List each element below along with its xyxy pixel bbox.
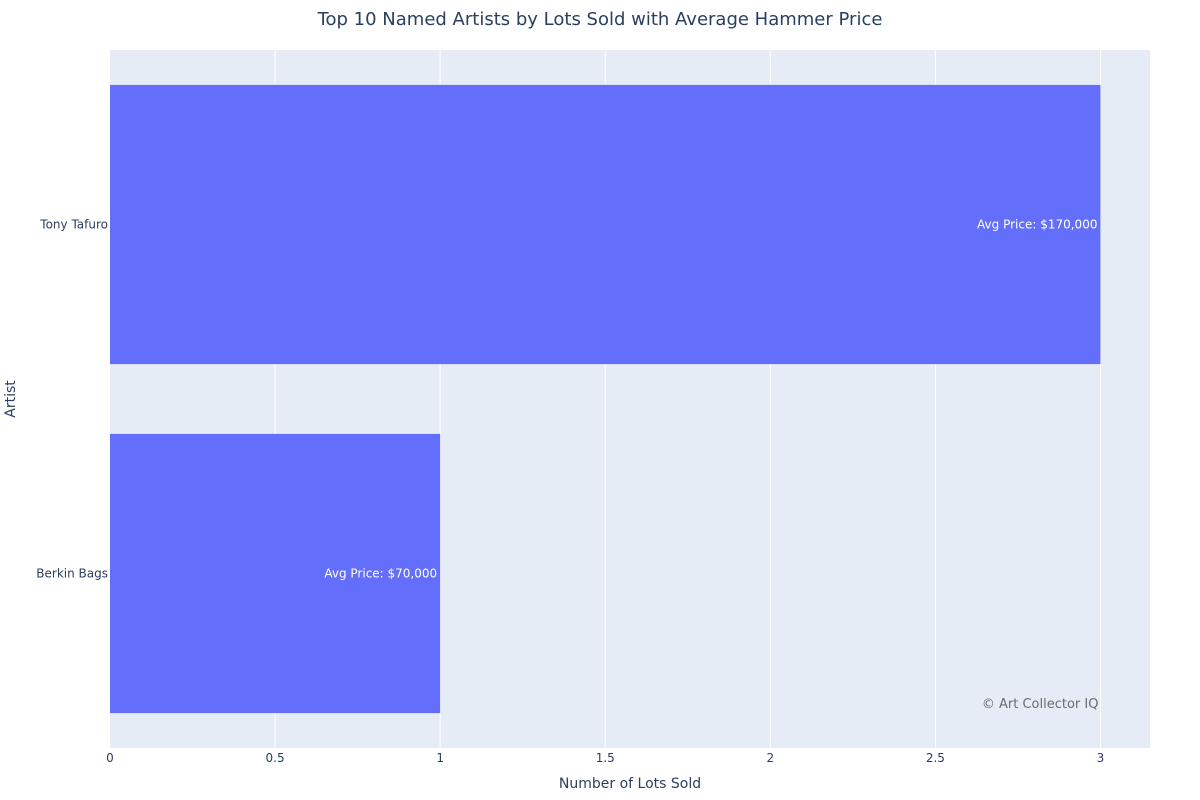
y-axis-title: Artist xyxy=(3,380,19,418)
x-tick-label: 1.5 xyxy=(596,751,615,765)
y-axis-ticks: Tony Tafuro Berkin Bags xyxy=(36,218,108,581)
bars xyxy=(110,84,1101,714)
x-tick-label: 3 xyxy=(1097,751,1105,765)
x-tick-label: 0 xyxy=(106,751,114,765)
x-tick-label: 2 xyxy=(766,751,774,765)
bar-berkin-bags xyxy=(110,433,441,714)
bar-labels: Avg Price: $170,000 Avg Price: $70,000 xyxy=(324,218,1097,581)
x-tick-label: 0.5 xyxy=(266,751,285,765)
bar-data-label: Avg Price: $170,000 xyxy=(977,218,1097,232)
bar-data-label: Avg Price: $70,000 xyxy=(324,567,437,581)
bar-tony-tafuro xyxy=(110,84,1101,365)
chart-title: Top 10 Named Artists by Lots Sold with A… xyxy=(317,9,883,30)
x-axis-title: Number of Lots Sold xyxy=(559,776,701,792)
y-tick-label: Berkin Bags xyxy=(36,567,108,581)
y-tick-label: Tony Tafuro xyxy=(39,218,108,232)
x-tick-label: 1 xyxy=(436,751,444,765)
x-tick-label: 2.5 xyxy=(926,751,945,765)
x-axis-ticks: 0 0.5 1 1.5 2 2.5 3 xyxy=(106,751,1104,765)
watermark: © Art Collector IQ xyxy=(982,697,1099,712)
